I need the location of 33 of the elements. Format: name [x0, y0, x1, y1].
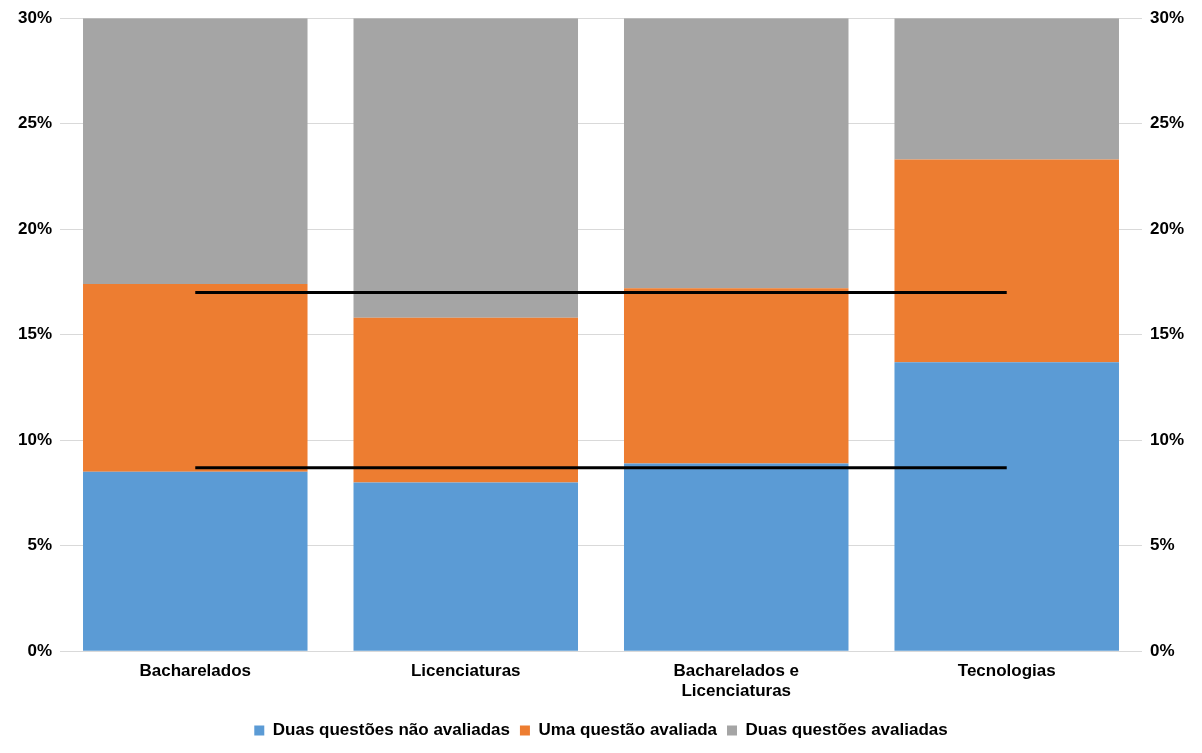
- bar: [83, 18, 308, 285]
- y-tick-label: 5%: [27, 535, 53, 555]
- y-tick-label: 30%: [17, 7, 53, 27]
- y-tick-label: 25%: [17, 113, 53, 133]
- y2-tick-label: 30%: [1149, 7, 1185, 27]
- legend-label: Uma questão avaliada: [538, 720, 718, 740]
- bar: [894, 362, 1119, 651]
- bar: [353, 18, 579, 318]
- bar: [894, 18, 1119, 160]
- x-tick-label: Bacharelados: [139, 661, 252, 681]
- y2-tick-label: 20%: [1149, 218, 1185, 238]
- bar: [623, 288, 849, 464]
- x-tick-label: Tecnologias: [957, 661, 1056, 681]
- y-tick-label: 10%: [17, 429, 53, 449]
- legend-label: Duas questões avaliadas: [745, 720, 948, 740]
- legend-label: Duas questões não avaliadas: [272, 720, 510, 740]
- y-tick-label: 20%: [17, 218, 53, 238]
- bar: [623, 463, 849, 651]
- y-tick-label: 0%: [27, 640, 53, 660]
- y2-tick-label: 25%: [1149, 113, 1185, 133]
- bar: [83, 284, 308, 472]
- bar: [83, 471, 308, 651]
- y2-tick-label: 0%: [1149, 640, 1175, 660]
- bar: [353, 482, 579, 651]
- y2-tick-label: 5%: [1149, 535, 1175, 555]
- bar: [623, 18, 849, 289]
- x-tick-label: Bacharelados e Licenciaturas: [673, 661, 800, 701]
- x-tick-label: Licenciaturas: [410, 661, 521, 681]
- bar: [894, 159, 1119, 363]
- y2-tick-label: 10%: [1149, 429, 1185, 449]
- y-tick-label: 15%: [17, 324, 53, 344]
- y2-tick-label: 15%: [1149, 324, 1185, 344]
- bar: [353, 317, 579, 483]
